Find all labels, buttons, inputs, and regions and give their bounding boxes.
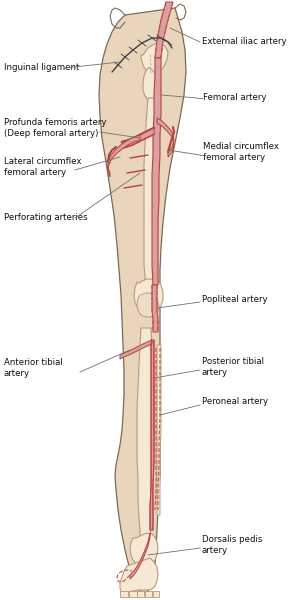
Polygon shape — [137, 328, 154, 538]
Polygon shape — [157, 118, 174, 157]
Polygon shape — [120, 340, 152, 359]
Polygon shape — [153, 591, 159, 597]
Polygon shape — [99, 8, 186, 593]
Polygon shape — [152, 58, 161, 285]
Polygon shape — [108, 135, 140, 177]
Text: Popliteal artery: Popliteal artery — [202, 295, 268, 304]
Text: External iliac artery: External iliac artery — [202, 37, 287, 46]
Polygon shape — [143, 68, 159, 101]
Text: Inguinal ligament: Inguinal ligament — [4, 64, 79, 73]
Polygon shape — [150, 340, 154, 530]
Text: Perforating arteries: Perforating arteries — [4, 214, 88, 223]
Text: Femoral artery: Femoral artery — [203, 94, 266, 103]
Text: Medial circumflex
femoral artery: Medial circumflex femoral artery — [203, 142, 279, 161]
Polygon shape — [157, 345, 161, 515]
Text: Anterior tibial
artery: Anterior tibial artery — [4, 358, 63, 378]
Polygon shape — [155, 2, 173, 58]
Polygon shape — [137, 293, 159, 317]
Text: Profunda femoris artery
(Deep femoral artery): Profunda femoris artery (Deep femoral ar… — [4, 118, 107, 137]
Text: Posterior tibial
artery: Posterior tibial artery — [202, 357, 264, 377]
Polygon shape — [134, 279, 163, 312]
Polygon shape — [145, 591, 152, 597]
Text: Peroneal artery: Peroneal artery — [202, 397, 268, 407]
Polygon shape — [152, 285, 158, 332]
Polygon shape — [130, 533, 150, 579]
Polygon shape — [129, 591, 137, 597]
Polygon shape — [122, 128, 154, 148]
Polygon shape — [137, 591, 144, 597]
Text: Dorsalis pedis
artery: Dorsalis pedis artery — [202, 535, 262, 554]
Polygon shape — [141, 43, 168, 74]
Text: Lateral circumflex
femoral artery: Lateral circumflex femoral artery — [4, 157, 82, 176]
Polygon shape — [120, 591, 128, 597]
Polygon shape — [144, 98, 158, 282]
Polygon shape — [130, 533, 158, 566]
Polygon shape — [120, 558, 158, 592]
